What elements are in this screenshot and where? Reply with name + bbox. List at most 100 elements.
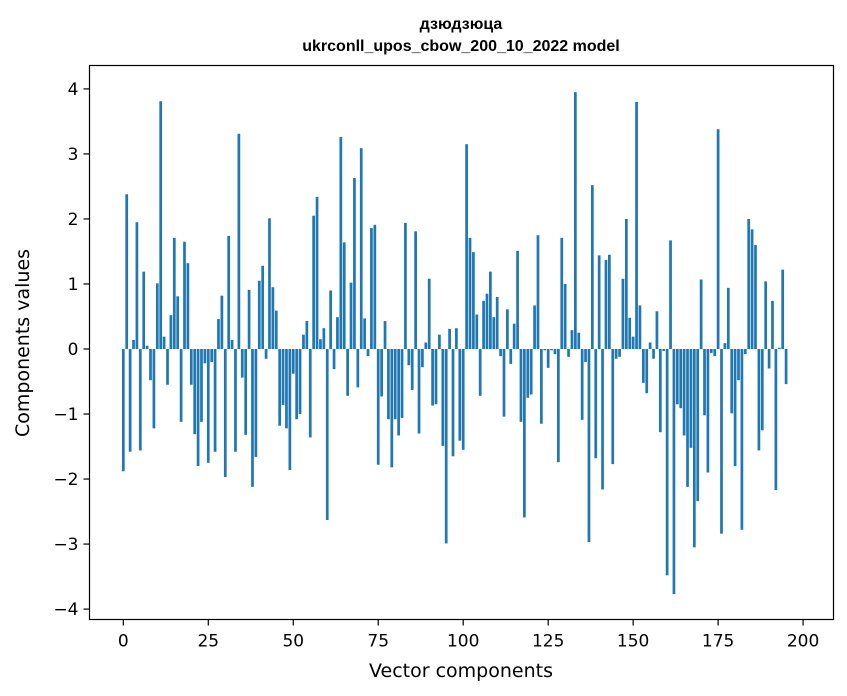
bar xyxy=(485,293,489,349)
y-tick-label: −4 xyxy=(53,600,78,620)
bar xyxy=(132,339,135,349)
bar xyxy=(502,349,506,417)
bar xyxy=(669,240,672,349)
bar xyxy=(448,328,451,350)
bar xyxy=(414,231,417,349)
bar xyxy=(482,300,485,349)
bar xyxy=(692,349,696,548)
bar xyxy=(397,349,400,436)
bar xyxy=(584,349,587,362)
y-axis-label: Components values xyxy=(12,249,34,437)
bar xyxy=(366,349,370,357)
bar xyxy=(689,349,693,448)
bar xyxy=(240,349,244,378)
bar xyxy=(322,328,326,349)
bar xyxy=(339,137,343,350)
bar xyxy=(546,349,550,368)
bar xyxy=(570,330,574,350)
bar xyxy=(523,349,526,518)
bar xyxy=(223,349,227,478)
bar xyxy=(376,349,380,465)
bar xyxy=(730,349,734,414)
bar xyxy=(359,148,363,349)
bar xyxy=(206,349,210,463)
bar xyxy=(264,349,268,359)
bar xyxy=(506,309,509,349)
x-tick-label: 75 xyxy=(367,632,389,652)
bar xyxy=(594,349,598,459)
bar xyxy=(720,349,723,534)
bar xyxy=(621,278,625,350)
bar xyxy=(336,317,339,349)
bar xyxy=(220,295,224,349)
bar xyxy=(679,349,683,409)
bar xyxy=(329,290,333,349)
bar xyxy=(553,349,557,355)
bar xyxy=(315,196,319,349)
bar xyxy=(699,279,703,350)
x-axis-ticks: 0 25 50 75 100 125 150 175 200 xyxy=(118,619,819,652)
bar xyxy=(278,349,282,426)
bar xyxy=(410,349,414,390)
bar xyxy=(455,328,458,349)
bar xyxy=(716,129,720,349)
bar xyxy=(387,349,390,420)
bar xyxy=(658,349,662,433)
bar xyxy=(590,185,594,349)
bar xyxy=(774,349,778,491)
bar xyxy=(162,336,166,349)
bar xyxy=(370,228,373,349)
bar xyxy=(696,349,700,502)
bar xyxy=(363,318,366,349)
bar xyxy=(319,339,322,349)
bar xyxy=(234,349,237,452)
bar xyxy=(540,349,543,424)
bar xyxy=(383,321,387,349)
bar xyxy=(519,349,523,422)
bar xyxy=(478,349,482,396)
bar xyxy=(285,349,288,429)
bar xyxy=(777,347,781,349)
bar xyxy=(346,349,349,396)
bar xyxy=(743,349,747,355)
bar xyxy=(291,349,295,374)
bar xyxy=(672,349,676,595)
bar xyxy=(230,339,234,349)
bar xyxy=(726,287,730,349)
bar xyxy=(560,237,564,349)
bar xyxy=(325,349,329,521)
bar xyxy=(587,349,591,543)
bar xyxy=(390,349,394,468)
bar xyxy=(764,281,768,349)
bar xyxy=(271,287,275,349)
bar xyxy=(128,349,132,452)
bar xyxy=(750,229,754,349)
bar xyxy=(257,280,261,349)
bar xyxy=(509,349,513,364)
bar xyxy=(312,215,316,349)
bar xyxy=(149,349,152,381)
bar xyxy=(492,317,496,349)
bar xyxy=(441,349,445,446)
bar xyxy=(706,349,710,473)
bar xyxy=(495,296,499,349)
x-tick-label: 150 xyxy=(617,632,649,652)
bar xyxy=(635,101,638,349)
bar xyxy=(733,349,737,467)
bar xyxy=(533,305,536,350)
x-tick-label: 0 xyxy=(118,632,129,652)
bar xyxy=(655,311,659,349)
bar xyxy=(760,349,764,431)
bar xyxy=(213,349,217,452)
bar xyxy=(152,349,156,429)
bar xyxy=(444,349,448,544)
bar xyxy=(771,300,774,349)
y-tick-label: −1 xyxy=(53,405,78,425)
bar xyxy=(767,349,771,369)
bar xyxy=(461,349,465,450)
bar xyxy=(217,319,220,349)
bar xyxy=(421,349,424,368)
x-tick-label: 25 xyxy=(197,632,219,652)
bar xyxy=(288,349,292,470)
